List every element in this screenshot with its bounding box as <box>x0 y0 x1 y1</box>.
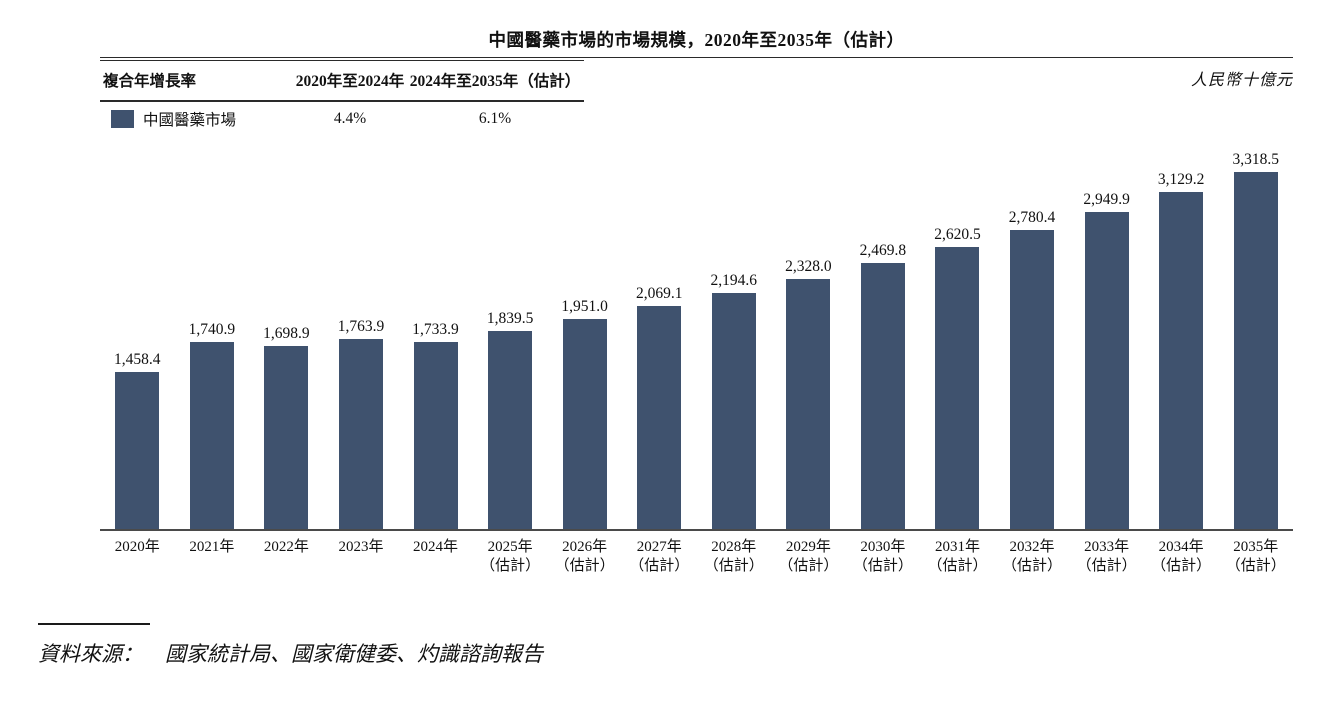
y-axis-unit-label: 人民幣十億元 <box>1190 72 1293 89</box>
cagr-table-header: 複合年增長率 2020年至2024年 2024年至2035年（估計） <box>100 61 584 102</box>
bar-value-label: 1,733.9 <box>412 321 459 338</box>
bar-value-label: 1,951.0 <box>561 298 608 315</box>
bar-value-label: 2,469.8 <box>859 242 907 259</box>
bar <box>860 263 905 529</box>
bar <box>1010 230 1055 529</box>
source-label: 資料來源： <box>38 642 143 666</box>
x-axis-label: 2031年 （估計） <box>927 539 988 574</box>
bar <box>935 247 980 529</box>
bar-column: 2,780.4 <box>995 209 1070 529</box>
x-axis-label: 2023年 <box>338 539 384 555</box>
x-axis-label: 2020年 <box>114 539 160 555</box>
x-axis-label: 2032年 （估計） <box>1002 539 1063 574</box>
cagr-value-2024-2035: 6.1% <box>478 110 512 127</box>
bar <box>1233 172 1278 529</box>
bar <box>1159 192 1204 529</box>
bar <box>115 372 160 529</box>
x-axis-labels: 2020年 2021年 2022年 2023年 2024年 2025年 （估計） 2026年（… <box>100 538 1293 576</box>
bar-value-label: 1,740.9 <box>188 321 236 338</box>
source-rule <box>38 623 150 625</box>
cagr-table-row: 中國醫藥市場 4.4% 6.1% <box>100 102 584 136</box>
bar-column: 2,194.6 <box>697 272 772 529</box>
bar-chart-plot-area: 1,458.4 1,740.9 1,698.9 1,763.9 1,733.9 1,839… <box>100 151 1293 531</box>
bar-value-label: 2,328.0 <box>785 258 832 275</box>
cagr-legend-table: 複合年增長率 2020年至2024年 2024年至2035年（估計） 中國醫藥市… <box>100 60 584 136</box>
x-axis-label: 2027年 （估計） <box>629 539 690 574</box>
bar <box>264 346 309 529</box>
x-axis-label: 2030年 （估計） <box>852 539 913 574</box>
bar-value-label: 2,069.1 <box>635 285 683 302</box>
bar-value-label: 3,129.2 <box>1157 171 1205 188</box>
bar <box>189 342 234 529</box>
x-axis-label: 2022年 <box>263 539 309 555</box>
bar <box>413 342 458 529</box>
cagr-header-period-1: 2020年至2024年 <box>295 73 405 90</box>
bar-value-label: 2,780.4 <box>1008 209 1056 226</box>
cagr-header-label: 複合年增長率 <box>103 73 197 90</box>
x-axis-label: 2024年 <box>413 539 459 555</box>
bar <box>562 319 607 529</box>
bar-column: 1,698.9 <box>249 325 324 529</box>
bar <box>786 279 831 529</box>
x-axis-label: 2035年 （估計） <box>1225 539 1286 574</box>
bar-value-label: 2,194.6 <box>710 272 758 289</box>
bar-column: 2,620.5 <box>920 226 995 529</box>
bar <box>338 339 383 529</box>
chart-title: 中國醫藥市場的市場規模，2020年至2035年（估計） <box>488 30 905 50</box>
x-axis-label: 2028年 （估計） <box>703 539 764 574</box>
bar-column: 1,733.9 <box>398 321 473 529</box>
x-axis-label: 2034年 （估計） <box>1151 539 1212 574</box>
bar-column: 2,069.1 <box>622 285 697 529</box>
x-axis-label: 2033年 （估計） <box>1076 539 1137 574</box>
bar-column: 3,129.2 <box>1144 171 1219 529</box>
bar <box>488 331 533 529</box>
bar <box>711 293 756 529</box>
bar-value-label: 1,839.5 <box>486 310 534 327</box>
x-axis-label: 2029年 （估計） <box>778 539 839 574</box>
bar-value-label: 1,698.9 <box>263 325 310 342</box>
legend-swatch <box>111 110 134 128</box>
bar-column: 1,458.4 <box>100 351 175 529</box>
bar-column: 2,469.8 <box>846 242 921 529</box>
bar-value-label: 1,763.9 <box>337 318 385 335</box>
bar-column: 1,839.5 <box>473 310 548 529</box>
cagr-value-2020-2024: 4.4% <box>333 110 367 127</box>
bar-value-label: 2,949.9 <box>1083 191 1130 208</box>
series-label: 中國醫藥市場 <box>143 112 237 129</box>
cagr-header-period-2: 2024年至2035年（估計） <box>409 73 581 90</box>
bar-column: 1,763.9 <box>324 318 399 529</box>
source-text: 國家統計局、國家衛健委、灼識諮詢報告 <box>165 642 543 666</box>
source-note: 資料來源： 國家統計局、國家衛健委、灼識諮詢報告 <box>38 623 543 668</box>
bar-column: 2,328.0 <box>771 258 846 529</box>
x-axis-label: 2021年 <box>189 539 235 555</box>
bar-column: 1,740.9 <box>175 321 250 529</box>
x-axis-label: 2026年 （估計） <box>554 539 615 574</box>
bar-value-label: 2,620.5 <box>934 226 981 243</box>
bar <box>637 306 682 529</box>
x-axis-label: 2025年 （估計） <box>480 539 541 574</box>
bar-value-label: 3,318.5 <box>1232 151 1279 168</box>
bar-column: 1,951.0 <box>547 298 622 529</box>
bar <box>1084 212 1129 529</box>
bar-column: 2,949.9 <box>1069 191 1144 529</box>
bar-value-label: 1,458.4 <box>114 351 161 368</box>
bar-column: 3,318.5 <box>1218 151 1293 529</box>
figure-top-rule <box>100 57 1293 58</box>
